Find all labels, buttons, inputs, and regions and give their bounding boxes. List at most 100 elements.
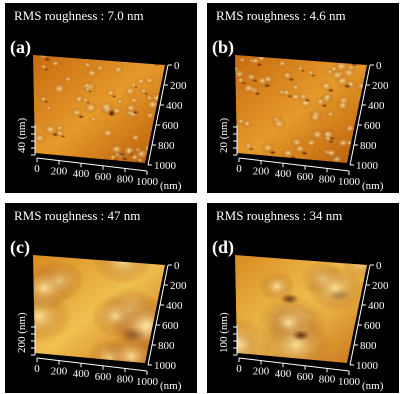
x-tick-label: 0 <box>236 163 242 175</box>
y-tick-label: 400 <box>368 100 385 112</box>
x-tick-label: 400 <box>275 168 292 180</box>
pit <box>122 157 128 160</box>
pit <box>311 74 315 77</box>
grain <box>116 98 124 104</box>
panel: RMS roughness : 34 nm (d) 0 200 400 600 800 100… <box>202 203 399 393</box>
x-tick-label: 400 <box>275 368 292 380</box>
panel: RMS roughness : 7.0 nm(a)020040060080010… <box>5 3 197 193</box>
x-tick-label: 800 <box>117 173 134 185</box>
x-tick-label: 200 <box>51 166 68 178</box>
panel-title: RMS roughness : 34 nm <box>216 208 342 223</box>
pit <box>61 135 66 138</box>
y-tick-label: 400 <box>368 300 385 312</box>
grain <box>55 124 64 131</box>
panel: RMS roughness : 47 nm(c)0200400600800100… <box>5 203 197 393</box>
x-tick-label: 1000 <box>136 376 159 388</box>
figure: RMS roughness : 7.0 nm(a)020040060080010… <box>0 0 401 394</box>
y-tick-label: 600 <box>364 120 381 132</box>
pit <box>78 115 84 119</box>
panel-title: RMS roughness : 7.0 nm <box>14 8 144 23</box>
panel-title: RMS roughness : 4.6 nm <box>216 8 346 23</box>
pit <box>269 150 276 154</box>
pit <box>108 110 116 115</box>
pit <box>292 330 310 341</box>
grain <box>83 61 92 68</box>
grain <box>73 94 84 103</box>
grain <box>96 65 105 72</box>
panel: RMS roughness : 4.6 nm(b)020040060080010… <box>207 3 399 193</box>
y-tick-label: 400 <box>166 100 183 112</box>
x-unit: (nm) <box>160 380 182 392</box>
pit <box>252 79 257 82</box>
grain <box>310 129 325 141</box>
pit <box>322 104 328 108</box>
y-tick-label: 600 <box>162 120 179 132</box>
x-tick-label: 1000 <box>136 176 159 188</box>
y-tick-label: 1000 <box>154 360 177 372</box>
pit <box>44 68 48 70</box>
x-unit: (nm) <box>362 380 384 392</box>
x-tick-label: 0 <box>34 363 40 375</box>
y-tick-label: 0 <box>174 60 180 72</box>
y-tick-label: 200 <box>372 80 389 92</box>
grain <box>129 97 138 104</box>
pit <box>255 92 261 95</box>
x-tick-label: 200 <box>253 166 270 178</box>
grain <box>336 100 350 111</box>
z-label: 40 (nm) <box>16 118 28 153</box>
panel-label: (b) <box>212 37 234 58</box>
x-tick-label: 0 <box>34 163 40 175</box>
y-tick-label: 600 <box>162 320 179 332</box>
pit <box>44 101 48 104</box>
y-tick-label: 800 <box>158 140 175 152</box>
pit <box>249 148 254 151</box>
z-label: 100 (nm) <box>218 312 230 353</box>
x-tick-label: 0 <box>236 363 242 375</box>
y-tick-label: 200 <box>170 80 187 92</box>
pit <box>264 84 271 88</box>
panel-label: (a) <box>10 37 31 58</box>
y-tick-label: 200 <box>170 280 187 292</box>
y-tick-label: 1000 <box>356 360 379 372</box>
pit <box>328 88 335 92</box>
grain <box>51 82 66 94</box>
grain <box>64 75 73 82</box>
grain <box>242 119 253 127</box>
grain <box>291 84 300 91</box>
z-label: 200 (nm) <box>16 312 28 353</box>
y-tick-label: 600 <box>364 320 381 332</box>
grain <box>241 82 255 94</box>
grain <box>145 94 154 101</box>
grain <box>272 118 287 130</box>
grain <box>262 74 274 84</box>
y-tick-label: 1000 <box>154 160 177 172</box>
grain <box>122 145 136 156</box>
x-tick-label: 600 <box>297 371 314 383</box>
grain <box>130 133 141 142</box>
pit <box>257 63 263 66</box>
x-tick-label: 200 <box>51 366 68 378</box>
x-tick-label: 800 <box>319 373 336 385</box>
x-tick-label: 600 <box>95 171 112 183</box>
pit <box>287 95 292 98</box>
grain <box>144 76 154 84</box>
pit <box>288 78 294 82</box>
y-tick-label: 0 <box>376 60 382 72</box>
panel-label: (d) <box>212 237 234 258</box>
pit <box>44 58 50 62</box>
x-tick-label: 200 <box>253 366 270 378</box>
grain <box>326 110 335 117</box>
grain <box>123 86 136 97</box>
x-tick-label: 600 <box>95 371 112 383</box>
x-tick-label: 1000 <box>338 176 361 188</box>
y-tick-label: 0 <box>174 260 180 272</box>
pit <box>301 70 305 72</box>
x-tick-label: 400 <box>73 368 90 380</box>
x-tick-label: 800 <box>117 373 134 385</box>
z-label: 20 (nm) <box>218 118 230 153</box>
y-tick-label: 800 <box>360 340 377 352</box>
pit <box>304 99 310 102</box>
panel-label: (c) <box>10 237 30 258</box>
pit <box>344 84 351 88</box>
grain <box>277 60 287 68</box>
